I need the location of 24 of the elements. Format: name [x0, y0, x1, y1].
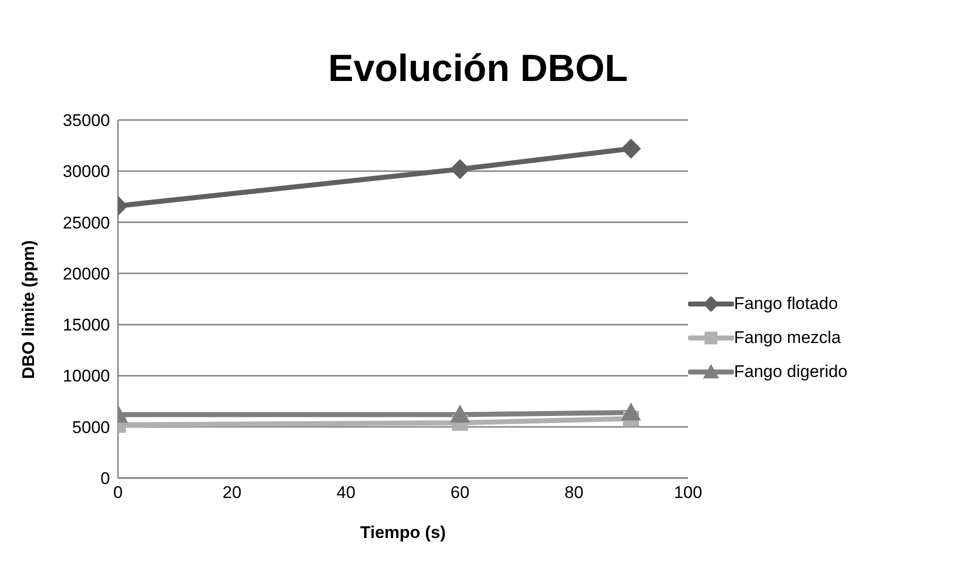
x-tick-label: 60 [450, 483, 470, 502]
point [450, 159, 470, 180]
y-tick-label: 30000 [62, 162, 110, 182]
y-axis-title: DBO limite (ppm) [19, 240, 38, 379]
legend-label: Fango flotado [734, 294, 838, 314]
y-tick-label: 25000 [62, 213, 110, 232]
x-tick-label: 40 [336, 483, 356, 502]
legend-label: Fango mezcla [734, 328, 841, 348]
x-axis-title: Tiempo (s) [360, 523, 446, 542]
y-tick-label: 35000 [62, 111, 110, 130]
y-tick-label: 20000 [62, 264, 110, 284]
point [450, 404, 470, 423]
y-tick-label: 5000 [72, 418, 110, 437]
point [621, 402, 641, 421]
y-tick-label: 0 [100, 469, 110, 488]
x-tick-label: 80 [564, 483, 584, 502]
legend-label: Fango digerido [734, 362, 848, 382]
y-tick-label: 10000 [62, 366, 110, 386]
chart-title: Evolución DBOL [327, 47, 629, 92]
x-tick-label: 20 [222, 483, 242, 502]
y-tick-label: 15000 [62, 316, 110, 335]
x-tick-label: 100 [674, 483, 702, 502]
point [621, 138, 641, 159]
x-tick-label: 0 [113, 483, 123, 502]
